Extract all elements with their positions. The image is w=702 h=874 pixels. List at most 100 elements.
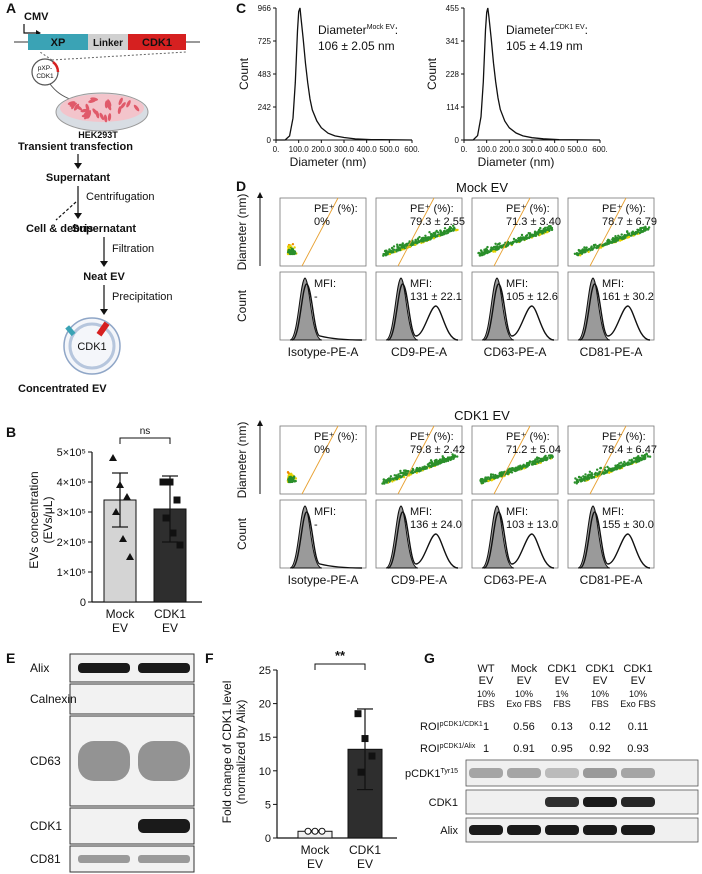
d-event-dot (425, 239, 429, 242)
c-x-tick-label: 500.0 (379, 145, 400, 154)
d-event-dot (494, 250, 497, 253)
d-event-dot (494, 476, 497, 480)
g-lane-label: EV (517, 675, 532, 687)
d-mfi-label: MFI: (602, 278, 624, 290)
d-event-dot (401, 242, 404, 245)
d-mfi-label: MFI: (410, 506, 432, 518)
b-group-label: EV (112, 621, 128, 635)
g-lane-label: EV (555, 675, 570, 687)
b-data-point (159, 478, 167, 486)
d-event-dot (383, 481, 386, 484)
b-significance-bracket (119, 437, 171, 444)
d-event-dot (596, 468, 599, 471)
d-histogram-frame (471, 499, 559, 569)
d-histogram-frame (375, 499, 463, 569)
d-histogram-frame (279, 271, 367, 341)
d-event-dot (638, 458, 641, 461)
d-pe-value: 71.3 ± 3.40 (506, 216, 561, 228)
d-event-dot (536, 456, 539, 460)
d-event-dot (382, 254, 385, 257)
d-event-dot (623, 460, 626, 464)
down-arrow-icon (74, 213, 82, 219)
e-blot-strip (69, 683, 195, 715)
d-x-label: CD63-PE-A (484, 573, 547, 587)
d-event-dot (495, 248, 499, 251)
d-event-dot (449, 457, 453, 461)
panel-label-c: C (236, 0, 247, 16)
d-event-dot (611, 238, 614, 241)
d-event-dot (618, 462, 621, 465)
g-protein-band (545, 825, 579, 835)
d-x-label: CD63-PE-A (484, 345, 547, 359)
d-event-dot (438, 462, 441, 465)
d-x-label: CD9-PE-A (391, 573, 447, 587)
d-event-dot (291, 249, 294, 253)
d-event-dot (531, 235, 535, 238)
hek293t-cell (106, 102, 112, 111)
d-event-dot (534, 459, 537, 462)
d-event-dot (626, 463, 629, 467)
d-event-dot (608, 239, 611, 242)
d-event-dot (407, 470, 410, 473)
d-stained-histogram (483, 511, 555, 569)
plasmid-insert-arc (52, 61, 60, 73)
c-x-tick-label: 200.0 (499, 145, 520, 154)
d-event-dot (416, 237, 420, 240)
panel-a-schematic: CMV XP Linker CDK1 pXP- CDK1 HEK293T Tra… (14, 11, 200, 395)
d-event-dot (449, 228, 452, 231)
hek293t-cell (86, 111, 92, 119)
g-roi2-sup: pCDK1/Alix (440, 743, 476, 750)
d-gate-line (301, 197, 339, 267)
c-x-tick-label: 100.0 (289, 145, 310, 154)
up-arrow-icon (257, 420, 263, 426)
d-event-dot (620, 461, 623, 464)
d-event-dot (622, 235, 626, 238)
b-group-label: EV (162, 621, 178, 635)
g-lane-label: FBS (477, 699, 495, 709)
c-diameter-title: DiameterCDK1 EV: (506, 23, 588, 37)
d-event-dot (497, 242, 501, 246)
c-x-tick-label: 200.0 (311, 145, 332, 154)
d-event-dot (403, 469, 406, 472)
d-event-dot (404, 473, 408, 477)
d-event-dot (616, 464, 619, 467)
d-event-dot (494, 245, 497, 249)
d-event-dot (576, 252, 579, 255)
hek293t-cell (85, 103, 90, 112)
d-event-dot (640, 454, 644, 457)
d-event-dot (391, 480, 394, 483)
d-event-dot (646, 455, 650, 458)
hek293t-cell (69, 102, 77, 107)
b-data-point (109, 454, 117, 461)
transfect-arrow (49, 83, 73, 101)
d-event-dot (486, 245, 489, 249)
d-x-label: Isotype-PE-A (288, 345, 359, 359)
d-event-dot (548, 456, 552, 460)
d-pe-label: PE⁺ (%): (602, 203, 646, 215)
g-roi1-value: 0.56 (513, 721, 534, 733)
d-event-dot (583, 246, 586, 249)
d-event-dot (515, 239, 518, 243)
d-event-dot (402, 473, 405, 476)
d-event-dot (290, 251, 293, 255)
b-significance-label: ns (140, 426, 151, 437)
g-lane-label: Exo FBS (620, 699, 656, 709)
c-x-tick-label: 500.0 (567, 145, 588, 154)
d-event-dot (627, 235, 631, 239)
b-ylabel-line1: EVs concentration (27, 471, 41, 568)
d-event-dot (605, 242, 608, 246)
c-x-tick-label: 0. (273, 145, 280, 154)
d-event-dot (384, 252, 387, 255)
d-event-dot (517, 465, 520, 468)
d-event-dot (529, 235, 532, 239)
d-event-dot (489, 473, 493, 476)
d-event-dot (292, 477, 295, 480)
d-event-dot (584, 248, 587, 251)
g-roi1-value: 0.11 (628, 721, 649, 733)
g-blot-sup: Tyr15 (440, 768, 458, 775)
d-event-dot (452, 454, 456, 457)
d-event-dot (394, 477, 397, 480)
e-row-label: CDK1 (30, 819, 62, 833)
hek293t-cell (126, 100, 131, 108)
c-diameter-value: 105 ± 4.19 nm (506, 39, 583, 53)
